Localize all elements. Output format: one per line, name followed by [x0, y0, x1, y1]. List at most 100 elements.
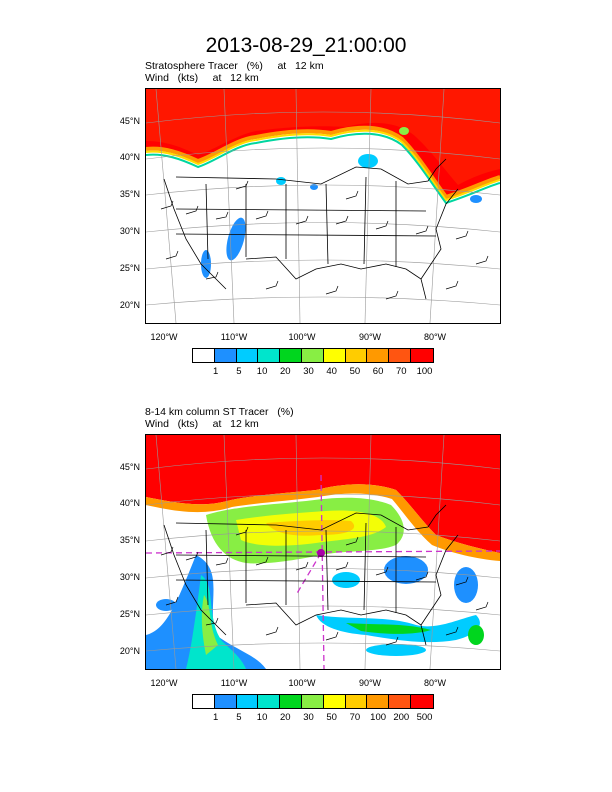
panel1-map-svg — [146, 89, 500, 323]
panel1-variable-label: Stratosphere Tracer (%) at 12 km — [145, 60, 324, 72]
panel1-lat-label: 20°N — [119, 300, 140, 310]
panel2-lat-label: 45°N — [119, 462, 140, 472]
colorbar-swatch — [280, 695, 302, 708]
colorbar-swatch — [214, 695, 237, 708]
panel2-lat-label: 35°N — [119, 535, 140, 545]
panel2-lon-label: 80°W — [423, 678, 447, 688]
colorbar-swatch — [323, 349, 346, 362]
colorbar-label: 20 — [280, 366, 291, 377]
colorbar-swatch — [193, 695, 215, 708]
colorbar-swatch — [258, 695, 281, 708]
panel2-tracer-patch — [366, 644, 426, 656]
panel1-wind-label: Wind (kts) at 12 km — [145, 72, 259, 84]
panel1-coastlines — [163, 158, 459, 300]
colorbar-label: 500 — [416, 712, 433, 723]
panel2-tracer-band-inner — [186, 575, 246, 669]
colorbar-swatch — [301, 349, 324, 362]
panel2-tracer-high — [146, 435, 500, 553]
panel2-lon-label: 110°W — [220, 678, 248, 688]
panel1-wind-barbs — [160, 180, 489, 300]
colorbar-swatch — [367, 695, 390, 708]
colorbar-swatch — [345, 695, 368, 708]
panel2-tracer-patch — [468, 625, 484, 645]
colorbar-swatch — [345, 349, 368, 362]
panel1-tracer-patch — [399, 127, 409, 135]
panel1-tracer-patch — [226, 217, 246, 261]
colorbar-label: 5 — [236, 712, 242, 723]
panel2-tracer-patch — [332, 572, 360, 588]
panel2-variable-label: 8-14 km column ST Tracer (%) — [145, 406, 294, 418]
colorbar-swatch — [280, 349, 302, 362]
colorbar-label: 50 — [326, 712, 337, 723]
colorbar-label: 5 — [236, 366, 242, 377]
colorbar-swatch — [410, 349, 433, 362]
panel2-lat-label: 25°N — [119, 609, 140, 619]
colorbar-label: 1 — [213, 712, 219, 723]
panel1-graticule — [146, 89, 500, 323]
colorbar-swatch — [301, 695, 324, 708]
panel1-lat-label: 35°N — [119, 189, 140, 199]
panel2-colorbar — [192, 694, 434, 709]
panel1-tracer-orange — [146, 89, 500, 185]
panel2-coastlines — [163, 504, 459, 646]
panel1-tracer-edge-yellow — [146, 129, 500, 202]
colorbar-label: 70 — [349, 712, 361, 723]
panel2-lon-label: 90°W — [358, 678, 382, 688]
colorbar-swatch — [410, 695, 433, 708]
colorbar-swatch — [236, 695, 259, 708]
colorbar-label: 1 — [213, 366, 219, 377]
colorbar-label: 60 — [372, 366, 384, 377]
panel2-tracer-mid-orange — [266, 520, 355, 536]
panel2-tracer-patch — [454, 567, 478, 603]
panel1-tracer-edge-green — [146, 132, 500, 205]
panel1-tracer-patch — [276, 177, 286, 185]
colorbar-label: 10 — [256, 366, 268, 377]
panel1-tracer-patch — [310, 184, 318, 190]
colorbar-swatch — [258, 349, 281, 362]
colorbar-label: 10 — [256, 712, 268, 723]
panel2-wind-label: Wind (kts) at 12 km — [145, 418, 259, 430]
colorbar-label: 20 — [280, 712, 291, 723]
colorbar-swatch — [323, 695, 346, 708]
figure-title: 2013-08-29_21:00:00 — [205, 34, 407, 57]
panel1-tracer-patch — [470, 195, 482, 203]
panel1-colorbar — [192, 348, 434, 363]
colorbar-swatch — [214, 349, 237, 362]
panel1-lon-label: 90°W — [358, 332, 382, 342]
panel1-map — [145, 88, 501, 324]
panel1-lat-label: 45°N — [119, 116, 140, 126]
panel2-marker — [317, 549, 325, 557]
panel2-tracer-orange — [146, 484, 500, 561]
panel1-lon-label: 80°W — [423, 332, 447, 342]
panel2-lon-label: 120°W — [150, 678, 178, 688]
panel1-tracer-patch — [358, 154, 378, 168]
colorbar-label: 30 — [303, 712, 314, 723]
panel2-tracer-patch — [384, 556, 428, 584]
colorbar-swatch — [193, 349, 215, 362]
colorbar-label: 30 — [303, 366, 314, 377]
panel2-lat-label: 40°N — [119, 498, 140, 508]
panel2-lat-label: 20°N — [119, 646, 140, 656]
colorbar-label: 50 — [349, 366, 361, 377]
colorbar-swatch — [236, 349, 259, 362]
colorbar-swatch — [389, 349, 411, 362]
panel1-lon-label: 110°W — [220, 332, 248, 342]
panel2-map — [145, 434, 501, 670]
panel1-lat-label: 25°N — [119, 263, 140, 273]
panel2-lat-label: 30°N — [119, 572, 140, 582]
colorbar-label: 200 — [393, 712, 410, 723]
panel2-map-svg — [146, 435, 500, 669]
panel2-dashed-lines — [146, 474, 500, 669]
panel1-lon-label: 100°W — [288, 332, 316, 342]
panel2-tracer-south-inner — [346, 623, 431, 634]
colorbar-label: 100 — [370, 712, 387, 723]
colorbar-label: 70 — [396, 366, 407, 377]
panel1-lon-label: 120°W — [150, 332, 178, 342]
colorbar-swatch — [389, 695, 411, 708]
colorbar-swatch — [367, 349, 390, 362]
panel2-wind-barbs — [160, 526, 489, 646]
panel1-lat-label: 40°N — [119, 152, 140, 162]
panel2-lon-label: 100°W — [288, 678, 316, 688]
panel1-lat-label: 30°N — [119, 226, 140, 236]
colorbar-label: 100 — [416, 366, 433, 377]
